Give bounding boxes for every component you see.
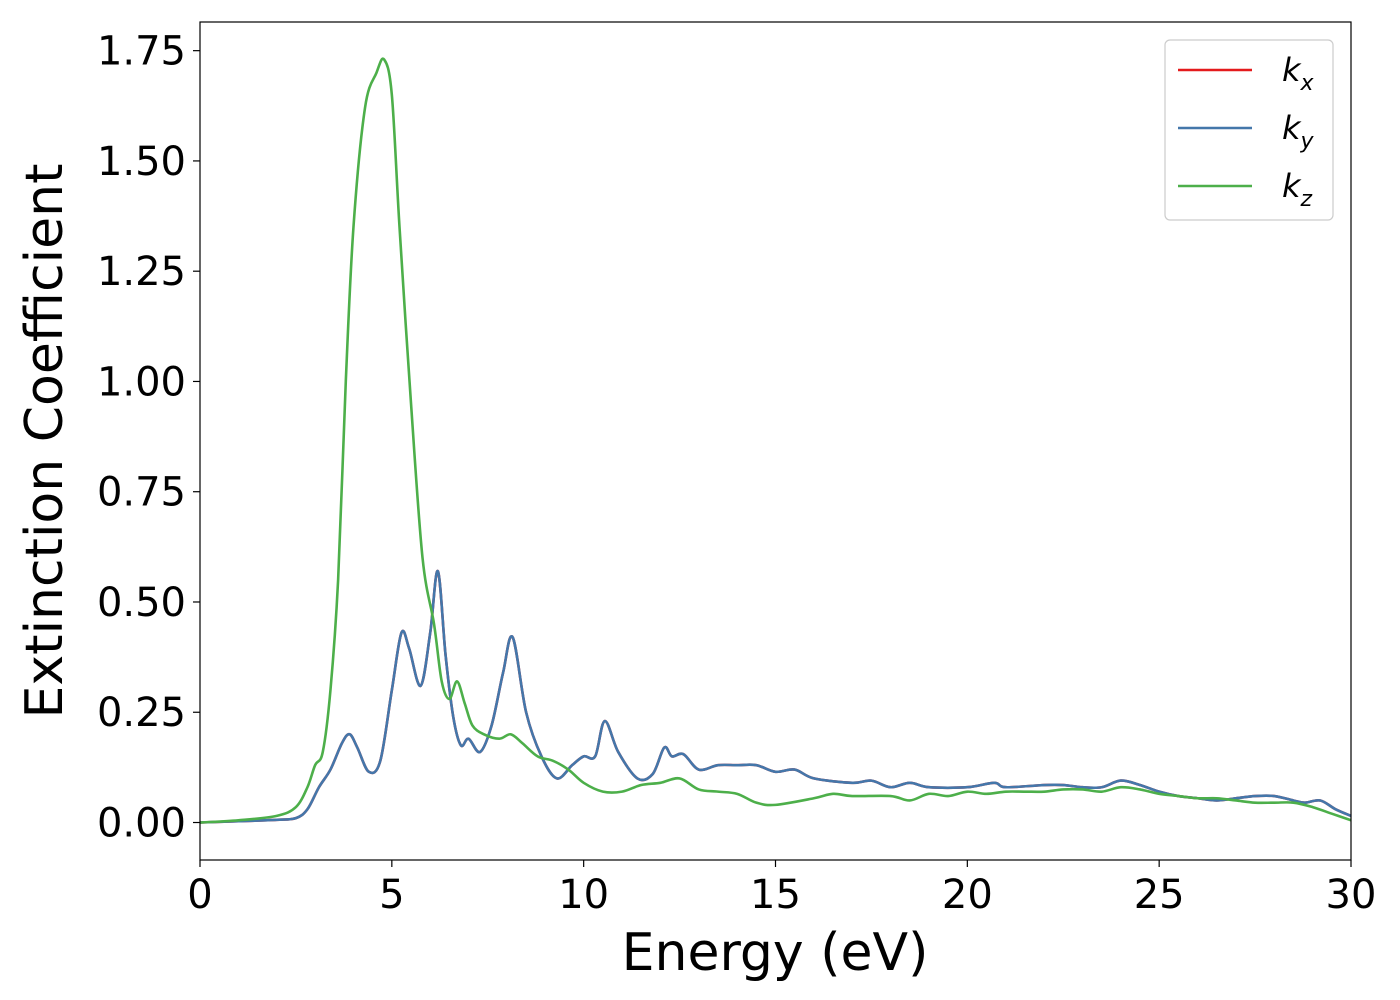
y-tick-label: 1.00 xyxy=(97,359,186,405)
series-line-y xyxy=(200,569,1351,824)
x-tick-label: 0 xyxy=(187,872,212,918)
legend-box xyxy=(1164,39,1334,221)
y-tick-label: 1.75 xyxy=(97,29,186,75)
x-tick-label: 20 xyxy=(942,872,993,918)
x-tick-label: 30 xyxy=(1326,872,1377,918)
legend-label-y: ky xyxy=(1282,109,1315,154)
x-tick-label: 5 xyxy=(379,872,404,918)
y-axis-title: Extinction Coefficient xyxy=(15,164,75,719)
y-tick-label: 1.50 xyxy=(97,139,186,185)
series-line-z xyxy=(200,57,1351,824)
legend-label-z: kz xyxy=(1282,167,1313,212)
x-tick-label: 15 xyxy=(750,872,801,918)
y-tick-label: 0.00 xyxy=(97,801,186,847)
y-tick-label: 0.75 xyxy=(97,470,186,516)
legend-label-x: kx xyxy=(1282,51,1315,96)
legend: kx ky kz xyxy=(1164,39,1334,221)
y-tick-label: 0.25 xyxy=(97,690,186,736)
y-tick-label: 1.25 xyxy=(97,249,186,295)
x-axis-title: Energy (eV) xyxy=(622,923,929,983)
series-layer xyxy=(200,57,1351,824)
x-tick-label: 25 xyxy=(1134,872,1185,918)
series-line-x xyxy=(200,569,1351,824)
x-tick-label: 10 xyxy=(558,872,609,918)
ticks-layer: 0 5 10 15 20 25 30 0.00 0.25 0.50 0.75 1.00 1.25 1.50… xyxy=(97,29,1377,918)
y-tick-label: 0.50 xyxy=(97,580,186,626)
